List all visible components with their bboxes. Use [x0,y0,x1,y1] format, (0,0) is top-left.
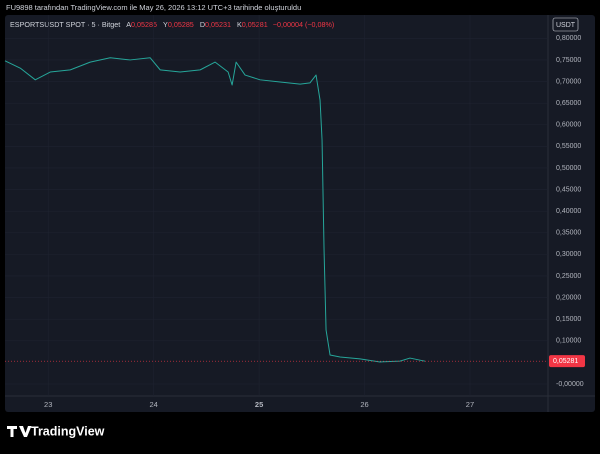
legend-text: ESPORTSUSDT SPOT · 5 · Bitget A0,05285 Y0,… [10,20,334,29]
y-tick-label: 0,25000 [556,273,581,280]
y-tick-label: -0,00000 [556,381,584,388]
y-tick-label: 0,35000 [556,230,581,237]
y-tick-label: 0,45000 [556,186,581,193]
y-tick-label: 0,15000 [556,316,581,323]
currency: USDT [556,22,576,29]
brand-logo: TradingView [7,424,105,438]
logo-icon [7,426,32,437]
legend-change: −0,00004 (−0,08%) [273,20,335,29]
legend-key: Y [163,20,168,29]
y-tick-label: 0,70000 [556,78,581,85]
header-text: FU9898 tarafından TradingView.com ile Ma… [6,3,301,12]
x-tick-label: 26 [360,400,368,409]
legend-value: 0,05281 [242,20,268,29]
x-tick-label: 23 [44,400,52,409]
legend: ESPORTSUSDT SPOT · 5 · Bitget A0,05285 Y0,… [10,20,334,29]
chart-pane [5,15,595,412]
y-tick-label: 0,80000 [556,35,581,42]
y-tick-label: 0,30000 [556,251,581,258]
brand-name: TradingView [31,424,105,438]
y-tick-label: 0,40000 [556,208,581,215]
y-tick-label: 0,75000 [556,57,581,64]
last-price-box [549,355,585,368]
legend-symbol: ESPORTSUSDT SPOT · 5 · Bitget [10,20,120,29]
legend-key: A [126,20,131,29]
y-tick-label: 0,55000 [556,143,581,150]
y-tick-label: 0,10000 [556,338,581,345]
legend-key: K [237,20,242,29]
x-tick-label: 25 [255,400,263,409]
last-price-label: 0,05281 [553,358,578,365]
legend-value: 0,05285 [168,20,194,29]
y-tick-label: 0,60000 [556,122,581,129]
legend-value: 0,05231 [205,20,231,29]
y-tick-label: 0,20000 [556,294,581,301]
y-tick-label: 0,65000 [556,100,581,107]
currency-box [552,17,579,32]
legend-value: 0,05285 [131,20,157,29]
y-tick-label: 0,50000 [556,165,581,172]
x-tick-label: 24 [149,400,157,409]
legend-key: D [200,20,205,29]
x-tick-label: 27 [466,400,474,409]
price-line [4,57,426,363]
